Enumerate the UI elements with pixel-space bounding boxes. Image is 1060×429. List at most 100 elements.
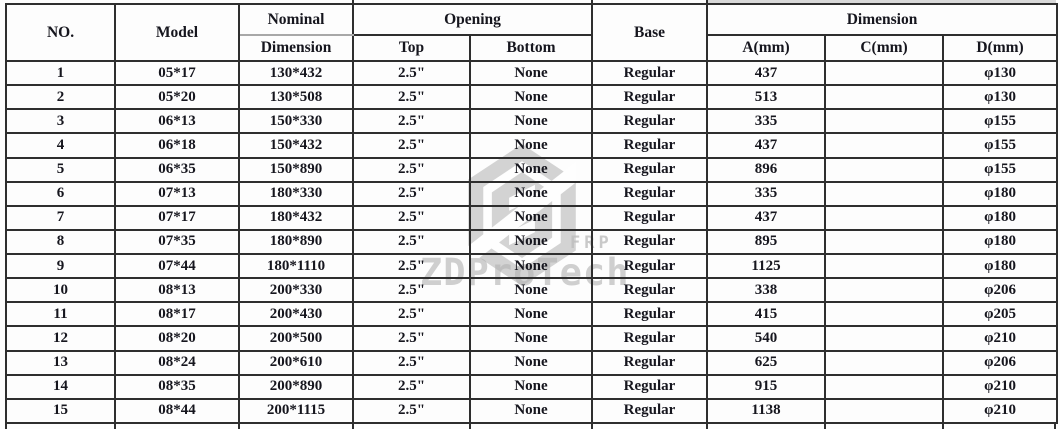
cell-no: 5 [5, 156, 116, 183]
cell-no: 11 [5, 301, 116, 328]
cell-a: 437 [706, 204, 827, 231]
table-row: 6 07*13 180*330 2.5" None Regular 335 φ180 [5, 180, 1059, 207]
cell-a: 338 [706, 277, 827, 304]
header-cell-nominal-dimension: Dimension [238, 34, 354, 62]
cell-d: φ130 [942, 59, 1059, 87]
cell-model: 06*35 [114, 156, 240, 183]
cell-no: 4 [5, 132, 116, 159]
cell-base: Regular [591, 59, 709, 87]
cell-bottom: None [468, 277, 594, 304]
cell-a: 1125 [706, 252, 827, 280]
cell-c [824, 108, 945, 135]
cell-a: 437 [706, 132, 827, 159]
cell-base: Regular [591, 204, 709, 231]
header-cell-a-mm: A(mm) [706, 34, 827, 62]
cell-bottom: None [468, 373, 594, 400]
gridline-stub [352, 0, 354, 4]
cell-c [824, 84, 945, 111]
cell-no: 12 [5, 325, 116, 352]
header-row-2: Dimension Top Bottom A(mm) C(mm) D(mm) [6, 34, 1059, 62]
cell-bottom: None [468, 228, 594, 256]
cell-no: 8 [5, 228, 116, 256]
table-row: 14 08*35 200*890 2.5" None Regular 915 φ210 [5, 373, 1059, 400]
cell-no: 6 [5, 180, 116, 207]
cell-model: 08*20 [114, 325, 240, 352]
table-row: 7 07*17 180*432 2.5" None Regular 437 φ180 [5, 204, 1059, 231]
header-cell-top: Top [352, 34, 471, 62]
cell-c [824, 277, 945, 304]
cell-nominal: 150*432 [238, 132, 354, 159]
cell-d: φ180 [942, 180, 1059, 207]
header-cell-d-mm: D(mm) [942, 34, 1059, 62]
cell-top: 2.5" [352, 277, 471, 304]
cell-base: Regular [591, 252, 709, 280]
cell-bottom: None [468, 84, 594, 111]
cell-top: 2.5" [352, 397, 471, 425]
table-row: 10 08*13 200*330 2.5" None Regular 338 φ206 [5, 277, 1059, 304]
cell-base: Regular [591, 373, 709, 400]
gridline-stub [706, 0, 708, 4]
cell-a: 415 [706, 301, 827, 328]
cell-a: 625 [706, 349, 827, 376]
cell-c [824, 397, 945, 425]
cell-d: φ180 [942, 228, 1059, 256]
cell-c [824, 228, 945, 256]
cell-nominal: 200*330 [238, 277, 354, 304]
cropped-row-shade [706, 0, 1056, 3]
table-row: 11 08*17 200*430 2.5" None Regular 415 φ205 [5, 301, 1059, 328]
cell-c [824, 325, 945, 352]
header-cell-model: Model [114, 3, 240, 62]
table-row: 12 08*20 200*500 2.5" None Regular 540 φ210 [5, 325, 1059, 352]
cell-nominal: 180*330 [238, 180, 354, 207]
cell-top: 2.5" [352, 108, 471, 135]
cell-c [824, 349, 945, 376]
cell-model: 08*44 [114, 397, 240, 425]
cell-top: 2.5" [352, 301, 471, 328]
cell-nominal: 200*430 [238, 301, 354, 328]
cell-top: 2.5" [352, 204, 471, 231]
cell-model: 05*20 [114, 84, 240, 111]
table-row: 13 08*24 200*610 2.5" None Regular 625 φ206 [5, 349, 1059, 376]
gridline-stub [114, 424, 116, 429]
cell-model: 07*13 [114, 180, 240, 207]
gridline-stub [1054, 424, 1056, 429]
cell-bottom: None [468, 108, 594, 135]
gridline-stub [352, 424, 354, 429]
cell-model: 08*13 [114, 277, 240, 304]
cell-base: Regular [591, 301, 709, 328]
table-row: 1 05*17 130*432 2.5" None Regular 437 φ130 [5, 59, 1059, 87]
cell-bottom: None [468, 252, 594, 280]
header-row-1: NO. Model Nominal Opening Base Dimension [5, 3, 1059, 62]
cell-d: φ155 [942, 156, 1059, 183]
gridline-stub [591, 0, 593, 4]
cell-no: 10 [5, 277, 116, 304]
cell-model: 07*44 [114, 252, 240, 280]
cell-base: Regular [591, 84, 709, 111]
cell-c [824, 132, 945, 159]
cell-c [824, 252, 945, 280]
cell-bottom: None [468, 325, 594, 352]
cell-base: Regular [591, 277, 709, 304]
cell-nominal: 180*1110 [238, 252, 354, 280]
cell-top: 2.5" [352, 373, 471, 400]
cell-a: 335 [706, 180, 827, 207]
cell-a: 335 [706, 108, 827, 135]
cell-model: 08*17 [114, 301, 240, 328]
table-row: 4 06*18 150*432 2.5" None Regular 437 φ155 [5, 132, 1059, 159]
gridline-stub [706, 424, 708, 429]
cell-top: 2.5" [352, 59, 471, 87]
cell-nominal: 180*890 [238, 228, 354, 256]
cell-top: 2.5" [352, 349, 471, 376]
cell-model: 05*17 [114, 59, 240, 87]
cell-top: 2.5" [352, 228, 471, 256]
cell-nominal: 130*508 [238, 84, 354, 111]
cell-d: φ180 [942, 204, 1059, 231]
cell-c [824, 156, 945, 183]
table-row: 9 07*44 180*1110 2.5" None Regular 1125 φ180 [5, 252, 1059, 280]
cell-top: 2.5" [352, 325, 471, 352]
cell-model: 08*35 [114, 373, 240, 400]
cell-c [824, 204, 945, 231]
cell-a: 1138 [706, 397, 827, 425]
cell-bottom: None [468, 204, 594, 231]
cell-base: Regular [591, 108, 709, 135]
